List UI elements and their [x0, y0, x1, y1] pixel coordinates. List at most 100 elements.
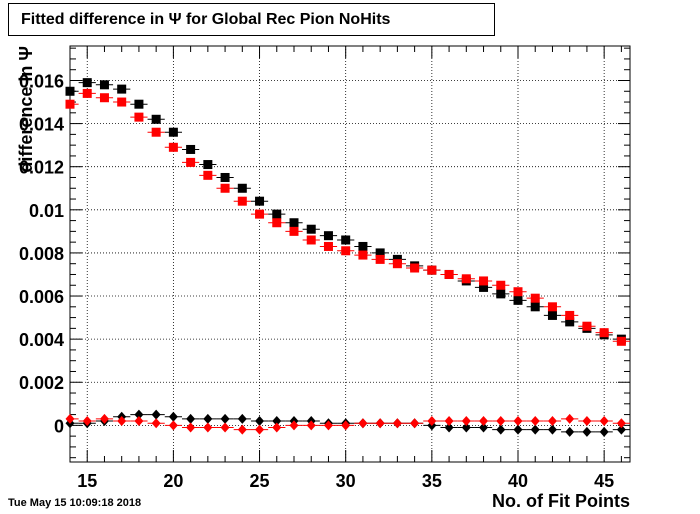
- data-point: [392, 259, 402, 269]
- x-tick-label: 35: [422, 471, 442, 491]
- data-point: [220, 413, 230, 424]
- data-point: [168, 420, 178, 431]
- data-point: [375, 248, 385, 258]
- data-point: [513, 424, 523, 435]
- data-point: [341, 246, 351, 256]
- data-point: [479, 422, 489, 433]
- y-tick-label: 0: [54, 416, 64, 436]
- timestamp: Tue May 15 10:09:18 2018: [8, 497, 142, 509]
- data-point: [289, 218, 299, 228]
- data-point: [255, 196, 265, 206]
- data-point: [358, 241, 368, 251]
- data-point: [134, 409, 144, 420]
- data-point: [255, 209, 265, 219]
- data-point: [513, 287, 523, 297]
- data-point: [496, 280, 506, 290]
- data-point: [272, 218, 282, 228]
- data-point: [479, 282, 489, 292]
- data-point: [427, 265, 437, 275]
- data-point: [203, 422, 213, 433]
- data-point: [65, 99, 75, 109]
- data-point: [461, 422, 471, 433]
- y-tick-label: 0.016: [19, 71, 64, 91]
- data-point: [168, 127, 178, 137]
- data-point: [323, 231, 333, 241]
- data-point: [272, 416, 282, 427]
- data-point: [117, 84, 127, 94]
- data-point: [599, 426, 609, 437]
- data-point: [565, 317, 575, 327]
- data-point: [237, 413, 247, 424]
- data-point: [547, 424, 557, 435]
- x-tick-label: 15: [77, 471, 97, 491]
- data-point: [134, 99, 144, 109]
- data-point: [547, 416, 557, 427]
- data-point: [203, 160, 213, 170]
- data-point: [530, 416, 540, 427]
- data-point: [117, 416, 127, 427]
- data-point: [237, 183, 247, 193]
- data-point: [151, 127, 161, 137]
- data-point: [375, 418, 385, 429]
- data-point: [134, 112, 144, 122]
- chart-title: Fitted difference in Ψ for Global Rec Pi…: [21, 10, 391, 28]
- data-point: [461, 274, 471, 284]
- data-point: [444, 416, 454, 427]
- data-point: [151, 418, 161, 429]
- data-point: [375, 254, 385, 264]
- x-axis-label: No. of Fit Points: [492, 491, 630, 511]
- data-point: [582, 321, 592, 331]
- data-point: [220, 183, 230, 193]
- data-point: [289, 226, 299, 236]
- y-tick-label: 0.014: [19, 115, 64, 135]
- data-point: [358, 418, 368, 429]
- data-point: [547, 302, 557, 312]
- data-point: [323, 241, 333, 251]
- y-tick-label: 0.004: [19, 330, 64, 350]
- data-point: [444, 422, 454, 433]
- data-point: [530, 302, 540, 312]
- data-point: [479, 416, 489, 427]
- data-point: [151, 409, 161, 420]
- data-point: [272, 422, 282, 433]
- data-point: [410, 418, 420, 429]
- data-point: [186, 157, 196, 167]
- data-point: [186, 413, 196, 424]
- data-point: [547, 310, 557, 320]
- data-point: [203, 170, 213, 180]
- data-point: [306, 420, 316, 431]
- data-point: [392, 418, 402, 429]
- x-tick-label: 45: [594, 471, 614, 491]
- data-point: [565, 413, 575, 424]
- data-point: [582, 416, 592, 427]
- data-point: [616, 336, 626, 346]
- data-point: [151, 114, 161, 124]
- data-point: [82, 78, 92, 88]
- data-point: [99, 80, 109, 90]
- data-point: [513, 295, 523, 305]
- plot-frame: [69, 45, 631, 463]
- data-point: [599, 328, 609, 338]
- x-tick-label: 20: [163, 471, 183, 491]
- data-point: [565, 426, 575, 437]
- data-point: [479, 276, 489, 286]
- data-point: [65, 86, 75, 96]
- data-point: [65, 413, 75, 424]
- chart-title-box: Fitted difference in Ψ for Global Rec Pi…: [8, 3, 495, 36]
- x-tick-label: 25: [250, 471, 270, 491]
- data-point: [220, 422, 230, 433]
- data-point: [616, 418, 626, 429]
- data-point: [323, 420, 333, 431]
- data-point: [220, 172, 230, 182]
- data-point: [203, 413, 213, 424]
- y-tick-label: 0.012: [19, 158, 64, 178]
- data-point: [444, 269, 454, 279]
- data-point: [513, 416, 523, 427]
- data-point: [255, 424, 265, 435]
- y-tick-label: 0.002: [19, 373, 64, 393]
- data-point: [565, 310, 575, 320]
- data-point: [410, 263, 420, 273]
- data-point: [530, 424, 540, 435]
- y-tick-label: 0.006: [19, 287, 64, 307]
